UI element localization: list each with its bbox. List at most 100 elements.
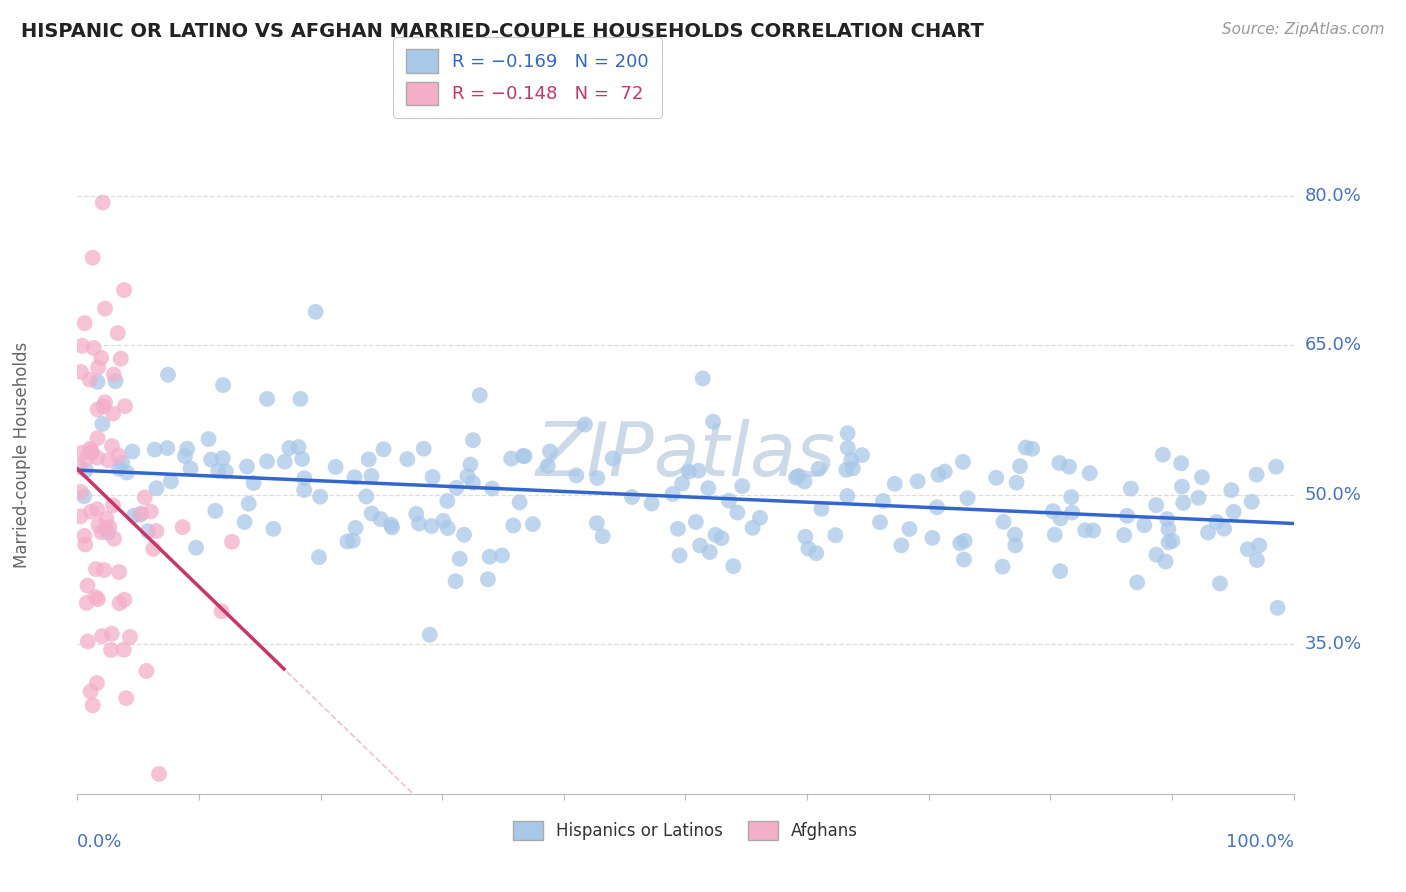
Point — [79, 373, 101, 387]
Point — [134, 491, 156, 505]
Point — [101, 498, 124, 512]
Point — [290, 392, 312, 406]
Point — [1154, 555, 1177, 569]
Point — [898, 522, 921, 536]
Point — [360, 469, 382, 483]
Point — [565, 468, 588, 483]
Point — [749, 511, 772, 525]
Point — [422, 470, 444, 484]
Point — [449, 551, 471, 566]
Point — [1240, 495, 1263, 509]
Point — [710, 531, 733, 545]
Point — [69, 460, 91, 475]
Point — [73, 489, 96, 503]
Point — [75, 537, 97, 551]
Point — [793, 475, 815, 489]
Point — [927, 467, 949, 482]
Point — [1170, 456, 1192, 470]
Point — [1157, 535, 1180, 549]
Point — [477, 572, 499, 586]
Point — [993, 515, 1015, 529]
Point — [104, 374, 127, 388]
Point — [1047, 456, 1070, 470]
Point — [837, 489, 859, 503]
Point — [356, 490, 378, 504]
Point — [1157, 522, 1180, 536]
Point — [491, 549, 513, 563]
Point — [82, 251, 104, 265]
Point — [112, 283, 135, 297]
Point — [76, 451, 98, 466]
Point — [238, 497, 260, 511]
Point — [436, 494, 458, 508]
Point — [215, 464, 238, 478]
Point — [156, 441, 179, 455]
Point — [256, 392, 278, 406]
Point — [343, 470, 366, 484]
Point — [129, 508, 152, 522]
Point — [160, 475, 183, 489]
Point — [723, 559, 745, 574]
Point — [101, 626, 124, 640]
Point — [70, 484, 93, 499]
Point — [91, 629, 114, 643]
Point — [370, 512, 392, 526]
Point — [292, 471, 315, 485]
Point — [115, 466, 138, 480]
Point — [82, 698, 104, 713]
Point — [139, 504, 162, 518]
Point — [1004, 527, 1026, 541]
Point — [1156, 512, 1178, 526]
Text: 65.0%: 65.0% — [1305, 336, 1361, 354]
Point — [1237, 542, 1260, 557]
Point — [73, 316, 96, 330]
Point — [835, 463, 858, 477]
Text: 80.0%: 80.0% — [1305, 186, 1361, 205]
Point — [1152, 448, 1174, 462]
Point — [460, 458, 482, 472]
Point — [86, 431, 108, 445]
Point — [1008, 459, 1031, 474]
Point — [101, 407, 124, 421]
Point — [242, 476, 264, 491]
Point — [1062, 506, 1084, 520]
Point — [907, 475, 929, 489]
Point — [586, 471, 609, 485]
Point — [184, 541, 207, 555]
Point — [986, 471, 1008, 485]
Point — [883, 476, 905, 491]
Point — [602, 451, 624, 466]
Point — [991, 559, 1014, 574]
Point — [98, 520, 121, 534]
Point — [108, 596, 131, 610]
Point — [97, 525, 120, 540]
Point — [1083, 524, 1105, 538]
Point — [509, 495, 531, 509]
Point — [432, 514, 454, 528]
Point — [688, 464, 710, 478]
Point — [308, 550, 330, 565]
Point — [80, 443, 103, 458]
Point — [731, 479, 754, 493]
Point — [278, 441, 301, 455]
Point — [90, 351, 112, 365]
Point — [1213, 522, 1236, 536]
Point — [121, 444, 143, 458]
Point — [513, 449, 536, 463]
Point — [145, 481, 167, 495]
Point — [292, 483, 315, 497]
Point — [142, 541, 165, 556]
Point — [221, 534, 243, 549]
Text: 0.0%: 0.0% — [77, 833, 122, 851]
Point — [1078, 466, 1101, 480]
Point — [502, 518, 524, 533]
Point — [79, 442, 101, 456]
Point — [80, 505, 103, 519]
Point — [841, 461, 863, 475]
Point — [200, 452, 222, 467]
Point — [86, 676, 108, 690]
Point — [103, 368, 125, 382]
Point — [381, 520, 404, 534]
Point — [953, 552, 976, 566]
Point — [309, 490, 332, 504]
